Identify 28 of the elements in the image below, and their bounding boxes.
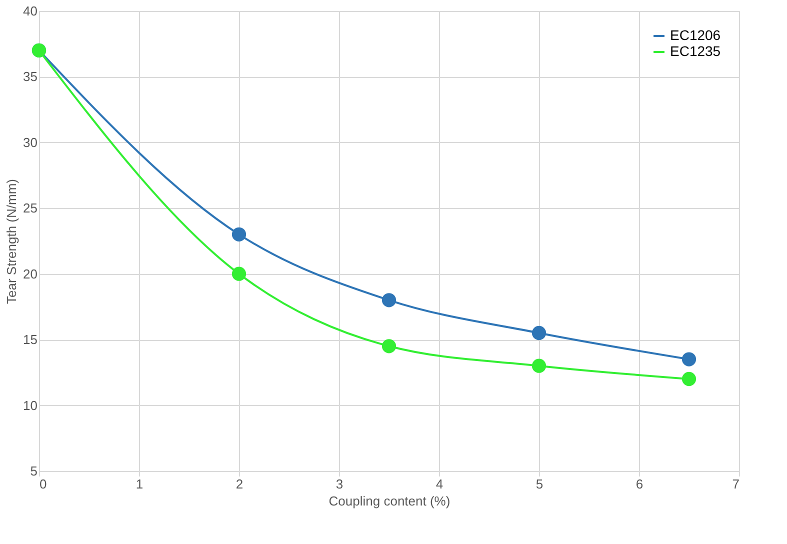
point	[532, 326, 546, 340]
point	[232, 266, 246, 281]
y-tick-label: 40	[23, 4, 38, 18]
y-tick-label: 30	[23, 134, 38, 150]
y-tick-label: 20	[23, 266, 38, 282]
x-tick-label: 1	[136, 476, 144, 492]
point	[682, 352, 696, 366]
y-tick-label: 35	[23, 69, 38, 84]
point	[382, 293, 396, 308]
x-tick-label: 4	[436, 476, 444, 492]
x-tick-label: 2	[236, 476, 244, 492]
y-tick-label: 5	[30, 464, 38, 478]
x-tick-label: 0	[40, 476, 47, 492]
point	[682, 372, 696, 386]
legend-label: EC1206	[670, 27, 721, 43]
y-axis-title: Tear Strength (N/mm)	[4, 179, 20, 304]
y-tick-label: 15	[23, 332, 38, 348]
x-tick-label: 3	[336, 476, 344, 492]
x-axis-title: Coupling content (%)	[328, 494, 450, 508]
y-tick-label: 10	[23, 398, 38, 413]
point	[532, 358, 546, 373]
y-tick-label: 25	[23, 200, 38, 216]
x-tick-label: 7	[732, 476, 740, 492]
legend-label: EC1235	[670, 43, 721, 59]
x-tick-label: 6	[636, 476, 644, 492]
x-tick-label: 5	[536, 476, 544, 492]
point	[232, 227, 246, 242]
point	[382, 339, 396, 354]
